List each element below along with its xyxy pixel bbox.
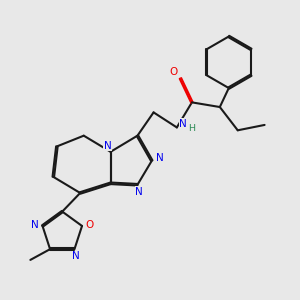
Text: O: O (170, 67, 178, 77)
Text: N: N (179, 119, 187, 129)
Text: N: N (156, 153, 164, 163)
Text: N: N (31, 220, 38, 230)
Text: N: N (135, 187, 143, 197)
Text: N: N (72, 251, 80, 261)
Text: O: O (85, 220, 93, 230)
Text: H: H (188, 124, 195, 134)
Text: N: N (104, 141, 112, 151)
